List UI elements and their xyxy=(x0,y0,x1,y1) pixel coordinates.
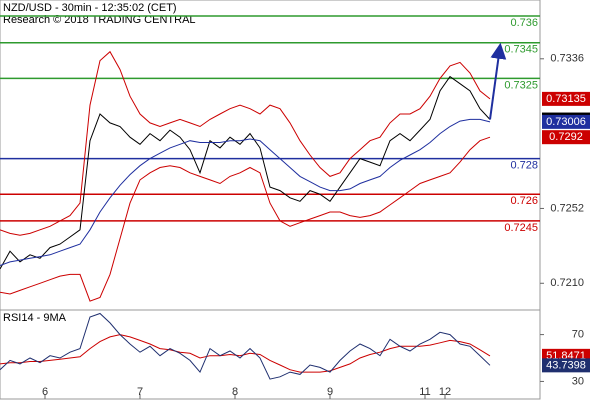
level-label: 0.7245 xyxy=(504,222,538,234)
projection-arrow xyxy=(489,42,507,120)
last-value-label: 0.7292 xyxy=(549,131,583,143)
y-tick-label: 30 xyxy=(572,375,584,387)
series-line xyxy=(0,50,491,236)
series-line xyxy=(0,136,491,302)
last-value-box xyxy=(542,130,590,145)
y-tick-label: 0.7252 xyxy=(550,202,584,214)
level-label: 0.736 xyxy=(510,17,538,29)
level-label: 0.726 xyxy=(510,195,538,207)
y-tick-label: 0.7210 xyxy=(550,277,584,289)
level-label: 0.7345 xyxy=(504,44,538,56)
y-tick-label: 0.7336 xyxy=(550,53,584,65)
level-label: 0.728 xyxy=(510,159,538,171)
rsi-title: RSI14 - 9MA xyxy=(3,312,67,324)
level-label: 0.7325 xyxy=(504,79,538,91)
x-tick-label: 12 xyxy=(439,386,451,398)
series-line xyxy=(0,75,491,270)
y-tick-label: 70 xyxy=(572,328,584,340)
series-line xyxy=(0,118,491,266)
last-value-box xyxy=(542,114,590,129)
x-tick-label: 11 xyxy=(419,386,430,398)
series-line xyxy=(0,312,491,380)
x-tick-label: 6 xyxy=(42,386,48,398)
chart-subtitle: Research © 2018 TRADING CENTRAL xyxy=(3,14,196,26)
last-value-box xyxy=(542,91,590,106)
chart-title: NZD/USD - 30min - 12:35:02 (CET) xyxy=(3,2,177,14)
x-tick-label: 9 xyxy=(327,386,333,398)
last-value-label: 43.7398 xyxy=(546,359,586,371)
main-frame xyxy=(0,0,541,311)
series-line xyxy=(0,334,491,373)
last-value-label: 0.73135 xyxy=(546,93,586,105)
x-tick-label: 7 xyxy=(137,386,143,398)
rsi-frame xyxy=(0,309,541,400)
last-value-box xyxy=(542,358,590,373)
last-value-label: 0.73006 xyxy=(546,116,586,128)
x-tick-label: 8 xyxy=(232,386,238,398)
